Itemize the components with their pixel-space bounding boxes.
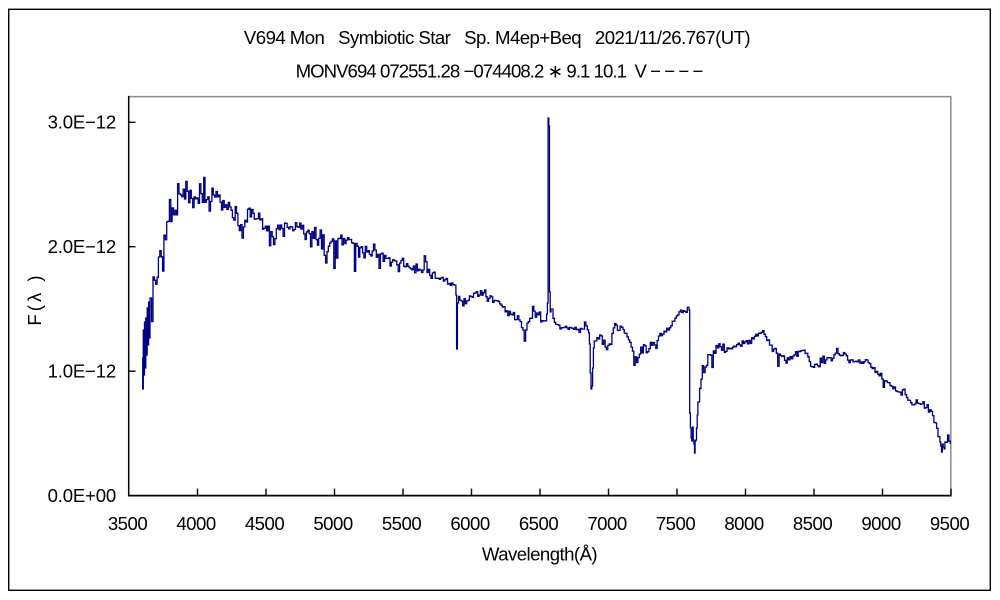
svg-text:V694 Mon Symbiotic Star Sp: V694 Mon Symbiotic Star Sp. M4ep+Beq 202… <box>244 27 750 48</box>
svg-text:Wavelength(Å): Wavelength(Å) <box>482 544 597 565</box>
svg-text:2.0E−12: 2.0E−12 <box>48 236 116 257</box>
svg-text:3500: 3500 <box>108 513 148 534</box>
svg-text:7500: 7500 <box>656 513 696 534</box>
svg-text:7000: 7000 <box>587 513 627 534</box>
svg-text:8000: 8000 <box>724 513 764 534</box>
svg-text:5500: 5500 <box>382 513 422 534</box>
svg-text:9500: 9500 <box>930 513 970 534</box>
svg-text:F(λ ): F(λ ) <box>24 272 45 325</box>
svg-text:5000: 5000 <box>313 513 353 534</box>
svg-text:9000: 9000 <box>861 513 901 534</box>
svg-text:8500: 8500 <box>793 513 833 534</box>
svg-text:1.0E−12: 1.0E−12 <box>48 361 116 382</box>
svg-text:6500: 6500 <box>519 513 559 534</box>
svg-text:MONV694 072551.28 −074408.2 ∗: MONV694 072551.28 −074408.2 ∗ 9.1 10.1 V… <box>296 61 703 82</box>
svg-text:6000: 6000 <box>450 513 490 534</box>
svg-text:4000: 4000 <box>176 513 216 534</box>
svg-text:0.0E+00: 0.0E+00 <box>48 485 116 506</box>
svg-text:3.0E−12: 3.0E−12 <box>48 112 116 133</box>
svg-text:4500: 4500 <box>245 513 285 534</box>
